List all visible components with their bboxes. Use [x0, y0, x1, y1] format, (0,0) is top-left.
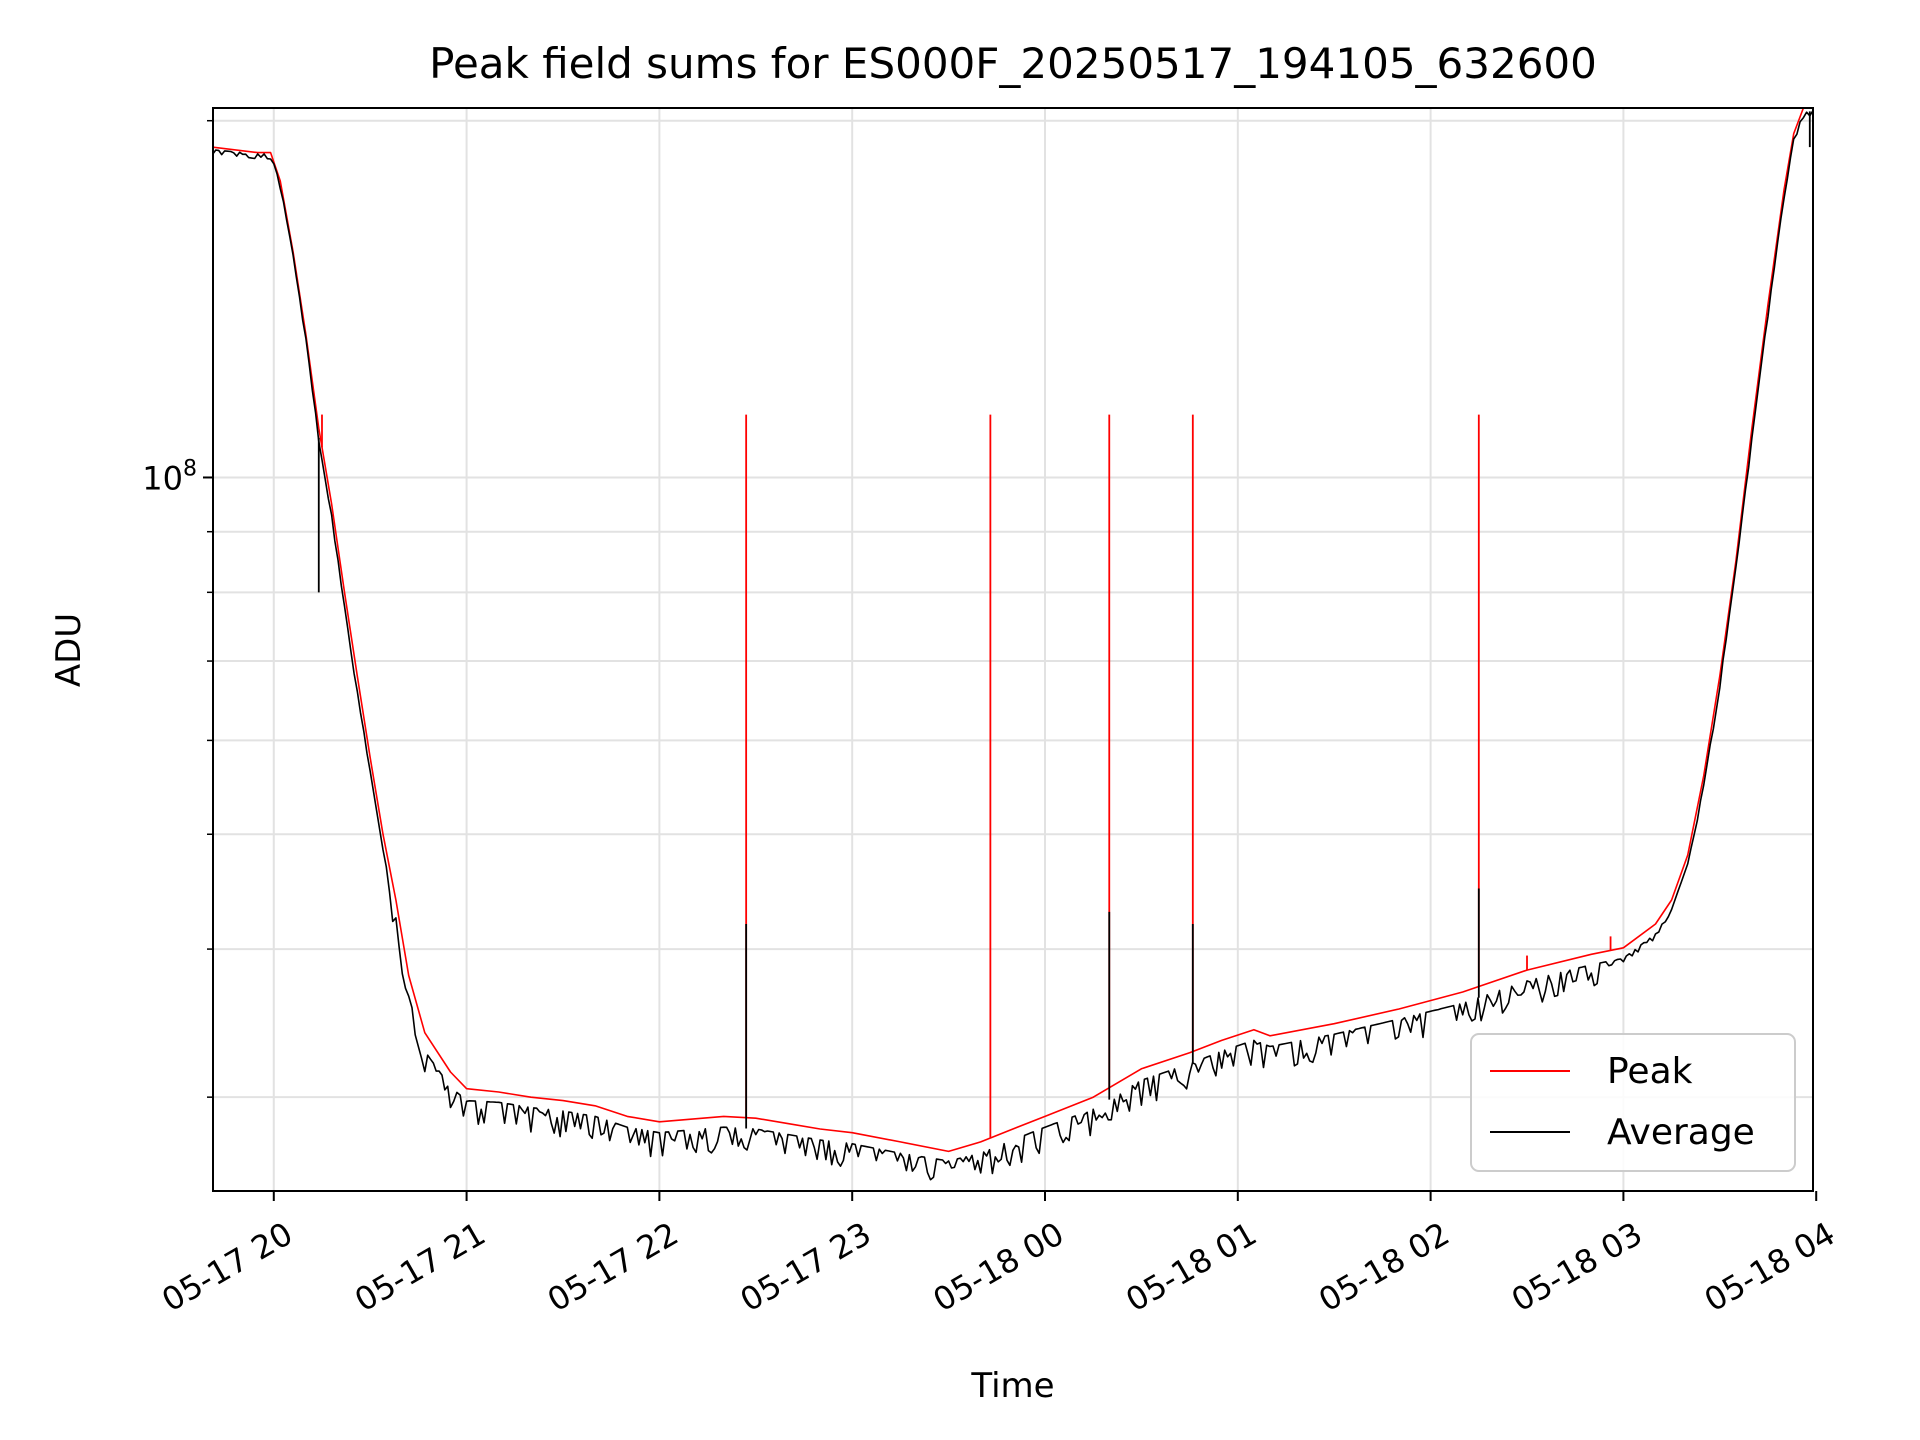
chart-title: Peak field sums for ES000F_20250517_1941…: [429, 39, 1597, 88]
legend-box: [1470, 1033, 1796, 1172]
y-major-tick-label: 108: [142, 456, 197, 497]
series-group: [213, 108, 1813, 1181]
grid: [213, 108, 1813, 1191]
x-axis-label: Time: [970, 1366, 1054, 1406]
plot-lines: [213, 108, 1813, 1181]
legend-average-label: Average: [1607, 1112, 1755, 1153]
y-axis: 108: [142, 119, 213, 1098]
peak-series-line: [213, 108, 1813, 1153]
legend-peak-label: Peak: [1607, 1051, 1693, 1092]
y-axis-label: ADU: [49, 613, 89, 687]
legend: Peak Average: [1470, 1033, 1796, 1172]
plot-frame: [212, 107, 1814, 1192]
average-series-line: [213, 110, 1813, 1181]
